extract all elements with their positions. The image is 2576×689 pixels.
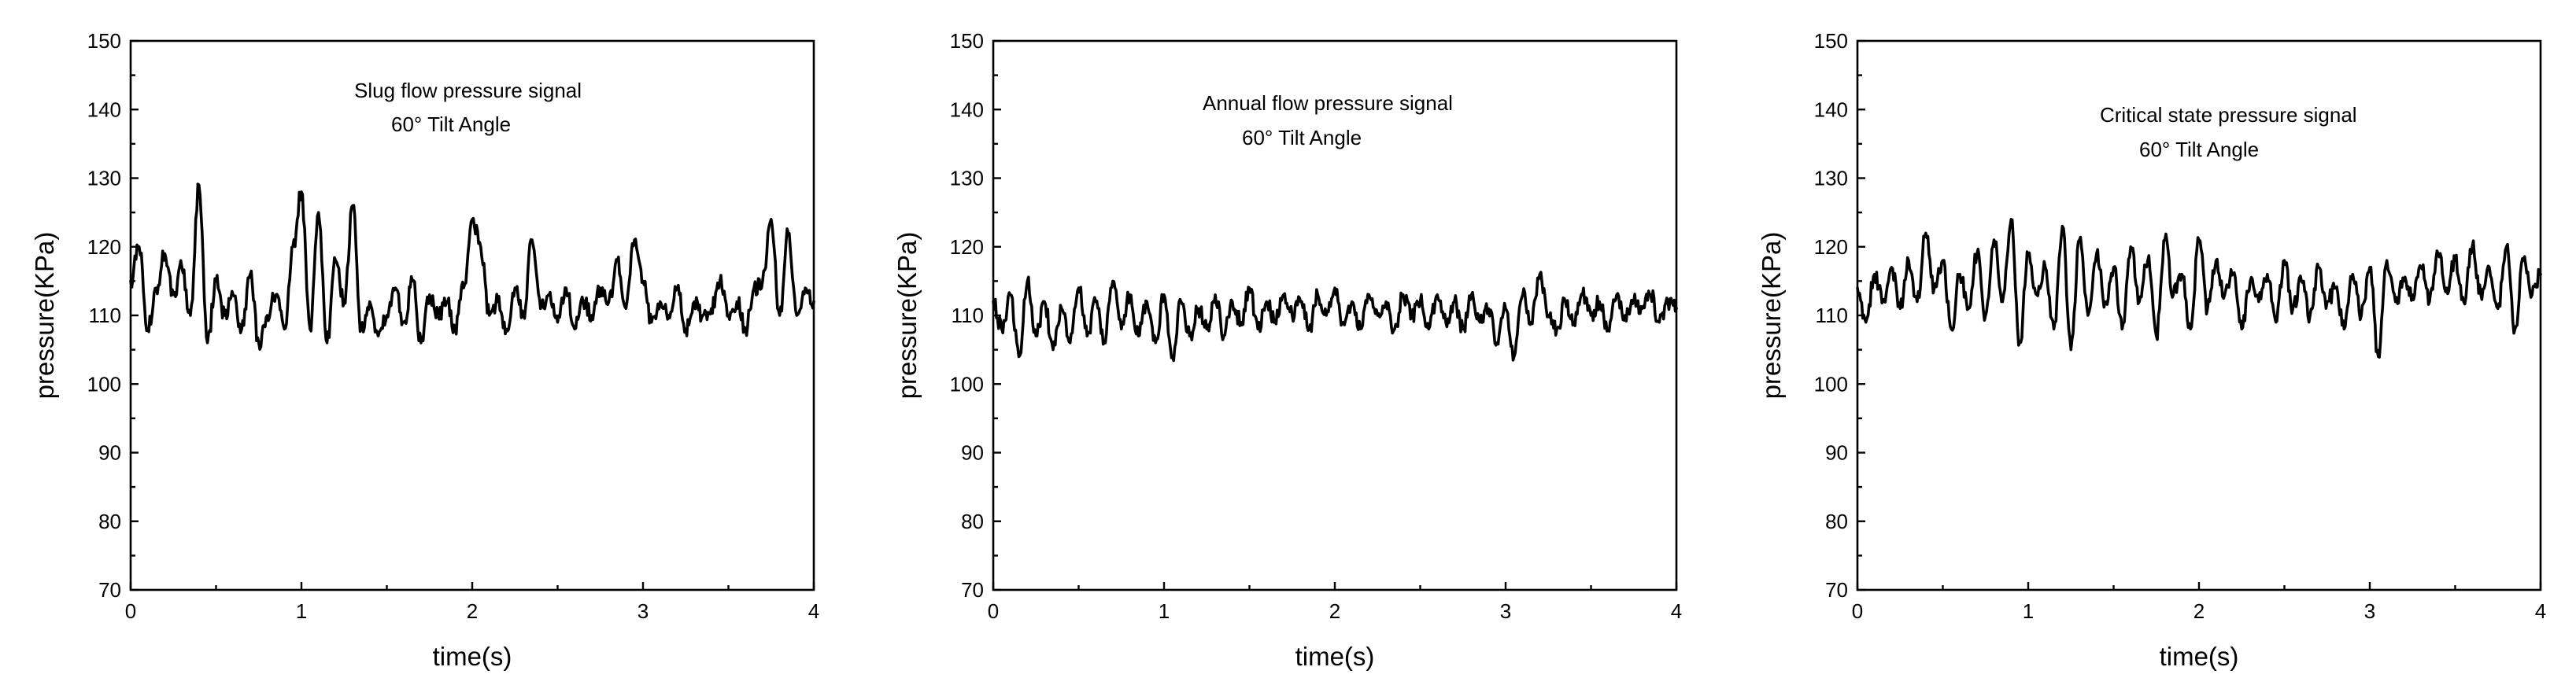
x-tick-label: 1 [1159,599,1170,623]
y-tick-label: 150 [950,29,984,53]
x-axis-title: time(s) [2160,642,2239,671]
y-tick-label: 80 [1825,510,1848,533]
y-tick-label: 90 [961,441,984,465]
y-tick-label: 140 [1814,98,1848,121]
y-tick-label: 90 [1825,441,1848,465]
y-tick-label: 130 [950,167,984,190]
x-tick-label: 0 [125,599,136,623]
x-tick-label: 4 [808,599,819,623]
x-tick-label: 3 [1500,599,1511,623]
y-tick-label: 140 [87,98,121,121]
y-tick-label: 90 [98,441,121,465]
x-tick-label: 2 [2193,599,2205,623]
x-tick-label: 4 [2535,599,2546,623]
y-tick-label: 70 [1825,578,1848,602]
x-axis-title: time(s) [1295,642,1375,671]
y-tick-label: 80 [98,510,121,533]
y-tick-label: 120 [1814,235,1848,259]
x-tick-label: 3 [638,599,649,623]
x-tick-label: 1 [296,599,307,623]
annotation-line-1: Critical state pressure signal [2100,103,2357,127]
x-tick-label: 0 [988,599,999,623]
y-tick-label: 110 [89,304,121,327]
y-tick-label: 110 [952,304,984,327]
series-line-pressure [129,182,815,351]
y-tick-label: 140 [950,98,984,121]
x-tick-label: 2 [1329,599,1340,623]
annotation-line-1: Slug flow pressure signal [354,79,582,102]
y-tick-label: 130 [87,167,121,190]
y-tick-label: 70 [98,578,121,602]
annotation-line-1: Annual flow pressure signal [1203,91,1453,115]
chart-panel-2: 70 80 90 100 110 120 130 140 150 0 1 2 3 4 time(s) pres… [893,29,1682,671]
y-tick-label: 70 [961,578,984,602]
series-line-pressure [1856,218,2542,359]
annotation-line-2: 60° Tilt Angle [1242,126,1362,149]
annotation-line-2: 60° Tilt Angle [391,112,511,136]
y-tick-label: 120 [950,235,984,259]
y-tick-label: 80 [961,510,984,533]
x-tick-label: 2 [467,599,478,623]
x-tick-label: 3 [2364,599,2375,623]
y-tick-label: 130 [1814,167,1848,190]
y-tick-label: 150 [87,29,121,53]
x-axis-title: time(s) [433,642,512,671]
x-tick-label: 4 [1671,599,1682,623]
series-line-pressure [992,271,1678,363]
y-axis-title: pressure(KPa) [1757,232,1786,400]
y-tick-label: 120 [87,235,121,259]
y-axis-title: pressure(KPa) [893,232,922,400]
x-tick-label: 1 [2023,599,2034,623]
plot-frame [992,39,1678,591]
y-tick-label: 100 [950,372,984,396]
y-tick-label: 150 [1814,29,1848,53]
y-tick-label: 100 [87,372,121,396]
chart-panel-3: 70 80 90 100 110 120 130 140 150 0 1 2 3 4 time(s) pres… [1757,29,2546,671]
y-tick-label: 100 [1814,372,1848,396]
y-axis-title: pressure(KPa) [30,232,59,400]
y-tick-label: 110 [1816,304,1848,327]
chart-panel-1: 70 80 90 100 110 120 130 140 150 0 1 2 3 4 time(s) pres… [30,29,819,671]
x-tick-label: 0 [1852,599,1863,623]
annotation-line-2: 60° Tilt Angle [2139,138,2259,161]
